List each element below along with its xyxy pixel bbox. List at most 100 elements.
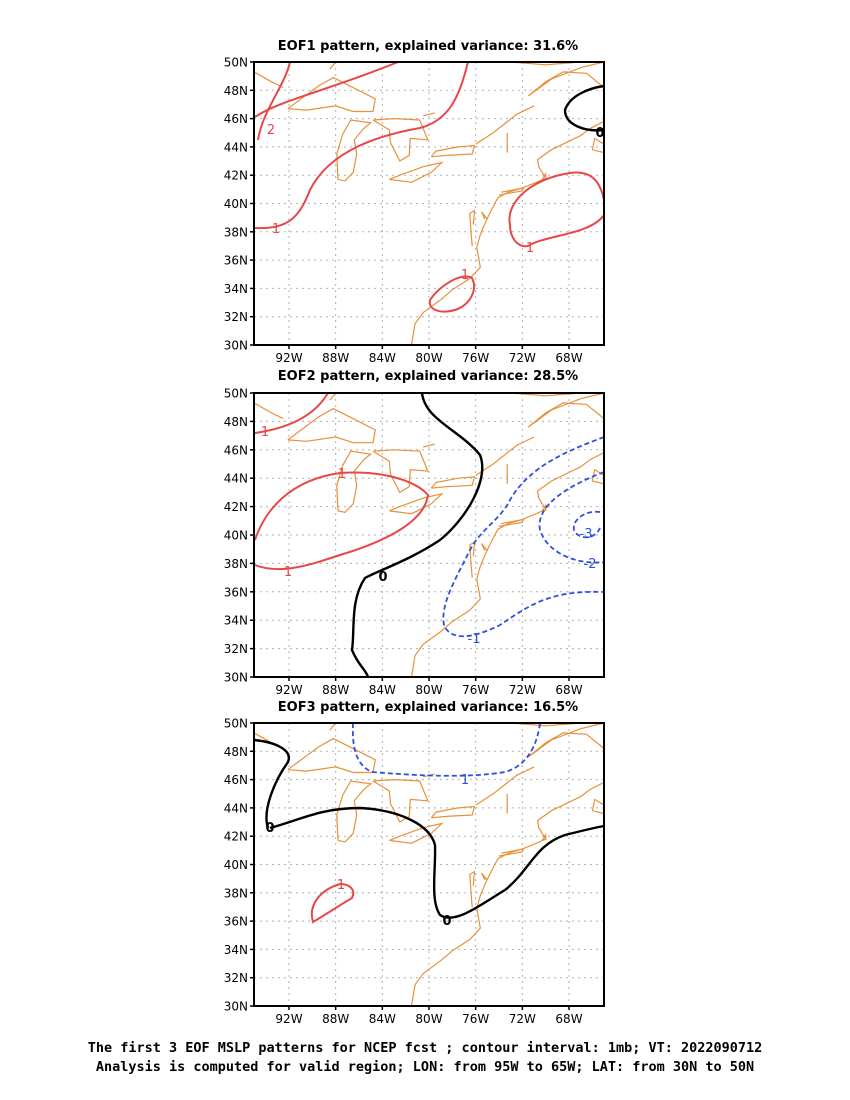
contour-label: 0 [595,126,604,141]
lon-tick-label: 76W [462,683,489,697]
lon-tick-label: 72W [509,351,536,365]
contour-label: 1 [526,241,534,256]
coastline-segment [475,105,535,145]
coastline-segment [410,452,605,678]
lat-tick-label: 44N [224,472,248,486]
contour-negative [573,510,601,539]
panel-title: EOF2 pattern, explained variance: 28.5% [278,369,578,384]
lat-tick-label: 46N [224,773,248,787]
contour-label: 1 [461,268,469,283]
contour-label: -1 [468,632,481,647]
lat-tick-label: 46N [224,443,248,457]
map-frame [253,722,605,1007]
coastline-segment [389,161,444,183]
coastline-segment [336,780,373,843]
contour-lines [253,722,605,924]
lat-tick-label: 50N [224,56,248,70]
lon-tick-label: 92W [275,1012,302,1026]
lon-tick-label: 80W [415,351,442,365]
contour-label: 0 [378,570,387,585]
coastline-segment [423,443,435,448]
lon-tick-label: 84W [369,351,396,365]
contour-zero [253,738,291,829]
coastline-segment [469,209,476,246]
coastline-segment [253,71,284,89]
coastline-segment [541,171,547,180]
lat-tick-label: 36N [224,915,248,929]
lat-tick-label: 40N [224,529,248,543]
lon-tick-label: 80W [415,683,442,697]
contour-positive [428,275,475,313]
contour-positive [257,61,291,141]
lat-tick-label: 32N [224,642,248,656]
contour-positive [254,61,469,230]
lat-tick-label: 38N [224,225,248,239]
lon-tick-label: 92W [275,683,302,697]
coastline-segment [430,476,476,489]
contour-positive [254,61,399,118]
lat-tick-label: 32N [224,310,248,324]
contour-label: 0 [265,821,274,836]
coastline-segment [287,76,376,113]
coastline-segment [423,112,435,117]
contour-label: -2 [584,557,597,572]
lat-tick-label: 38N [224,886,248,900]
lat-tick-label: 34N [224,282,248,296]
lat-tick-label: 36N [224,254,248,268]
axis-ticks: 30N 32N 34N 36N 38N 40N 42N 44N 46N 48N 50N 92W 88W 8… [224,387,583,698]
coastline-segment [498,518,525,528]
contour-labels: 2 1 1 1 0 [267,123,605,283]
contour-label: 1 [272,222,280,237]
axis-ticks: 30N 32N 34N 36N 38N 40N 42N 44N 46N 48N 50N 92W 88W 8… [224,56,583,366]
lat-tick-label: 44N [224,801,248,815]
coastline-segment [324,722,337,731]
contour-label: 1 [461,773,469,788]
axis-ticks: 30N 32N 34N 36N 38N 40N 42N 44N 46N 48N 50N 92W 88W 8… [224,717,583,1027]
coastline-segment [469,870,476,908]
coastline-segment [430,805,476,819]
contour-label: 1 [284,565,292,580]
lat-tick-label: 36N [224,585,248,599]
lat-tick-label: 50N [224,387,248,401]
lon-tick-label: 68W [555,1012,582,1026]
lat-tick-label: 44N [224,140,248,154]
coastline-segment [410,781,605,1007]
lat-tick-label: 42N [224,169,248,183]
lat-tick-label: 38N [224,557,248,571]
contour-lines [254,392,605,678]
contour-positive [310,882,355,924]
contour-labels: 1 1 0 0 [265,773,469,929]
coastline-segment [480,543,488,551]
coastline-segment [475,766,535,806]
lon-tick-label: 72W [509,683,536,697]
lon-tick-label: 76W [462,1012,489,1026]
grid-lines [254,62,604,345]
contour-zero [563,84,605,132]
lon-tick-label: 92W [275,351,302,365]
lon-tick-label: 80W [415,1012,442,1026]
coastline-segment [591,798,605,815]
lat-tick-label: 30N [224,671,248,685]
lon-tick-label: 88W [322,1012,349,1026]
map-frame [253,61,605,346]
coastline [253,722,605,1007]
lon-tick-label: 88W [322,683,349,697]
panel-title: EOF3 pattern, explained variance: 16.5% [278,700,578,715]
coastline-segment [527,392,605,428]
coastline-segment [527,722,605,758]
lon-tick-label: 88W [322,351,349,365]
lat-tick-label: 48N [224,745,248,759]
lon-tick-label: 68W [555,683,582,697]
contour-negative [442,436,605,638]
coastline-segment [541,832,547,841]
panel-title: EOF1 pattern, explained variance: 31.6% [278,39,578,54]
contour-label: 0 [442,914,451,929]
grid-lines [254,393,604,677]
lat-tick-label: 34N [224,943,248,957]
lat-tick-label: 30N [224,339,248,353]
caption-line-2: Analysis is computed for valid region; L… [95,1059,755,1075]
coastline-segment [372,117,429,162]
eof3-panel: EOF3 pattern, explained variance: 16.5% … [224,700,605,1027]
contour-label: 1 [261,425,269,440]
coastline-segment [527,61,605,97]
